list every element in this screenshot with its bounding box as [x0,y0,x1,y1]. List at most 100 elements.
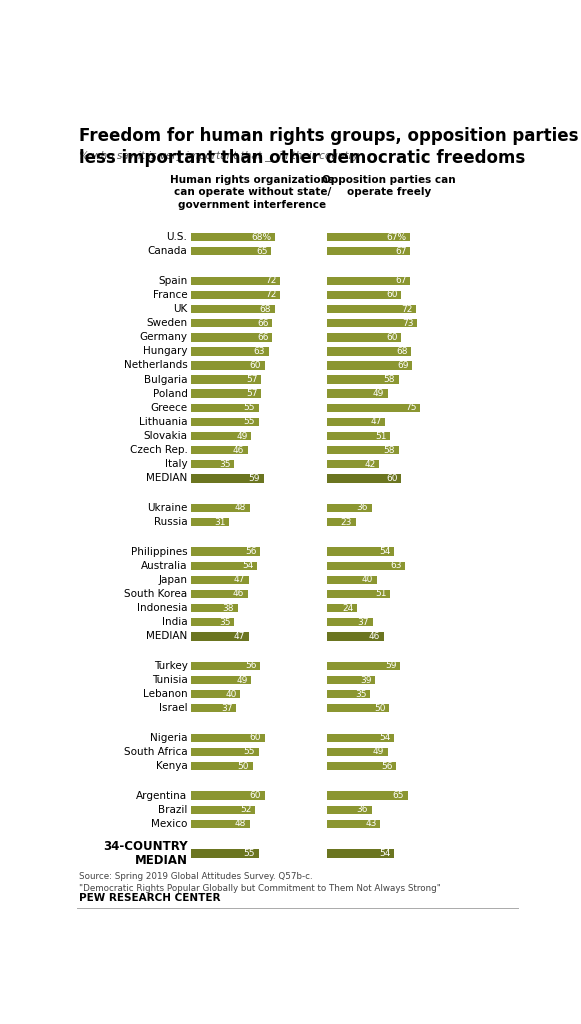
Text: 40: 40 [225,689,236,698]
Bar [191,748,259,756]
Text: Human rights organizations
can operate without state/
government interference: Human rights organizations can operate w… [170,175,335,210]
Text: 48: 48 [235,504,246,512]
Text: 24: 24 [342,603,353,612]
Text: 54: 54 [379,733,390,742]
Bar [191,705,236,713]
Bar [191,806,255,814]
Text: 55: 55 [243,403,255,413]
Bar [191,849,259,858]
Bar [327,504,372,512]
Text: Hungary: Hungary [143,346,188,356]
Text: 50: 50 [374,703,385,713]
Text: 42: 42 [364,460,375,469]
Bar [327,806,372,814]
Text: Philippines: Philippines [131,547,188,557]
Text: 68: 68 [396,347,408,356]
Bar [191,504,250,512]
Bar [191,276,280,285]
Text: 37: 37 [358,617,370,627]
Text: 73: 73 [402,318,414,328]
Bar [191,617,234,627]
Bar [327,333,401,342]
Text: Netherlands: Netherlands [124,360,188,371]
Text: India: India [162,617,188,628]
Text: Bulgaria: Bulgaria [144,375,188,385]
Bar [191,762,253,770]
Text: Sweden: Sweden [146,318,188,328]
Bar [191,733,265,742]
Text: PEW RESEARCH CENTER: PEW RESEARCH CENTER [80,893,221,903]
Bar [327,748,388,756]
Text: Argentina: Argentina [137,791,188,801]
Text: Ukraine: Ukraine [147,503,188,513]
Text: 72: 72 [401,304,413,313]
Text: 60: 60 [386,333,398,342]
Bar [327,445,399,455]
Bar [327,819,381,828]
Bar [191,575,249,584]
Text: Canada: Canada [148,246,188,256]
Text: 47: 47 [234,575,245,585]
Text: 51: 51 [375,431,386,440]
Text: 55: 55 [243,748,255,757]
Bar [327,590,390,598]
Text: 60: 60 [250,792,261,800]
Text: 59: 59 [385,662,396,671]
Text: 67: 67 [395,276,406,286]
Text: 57: 57 [246,375,257,384]
Bar [191,548,260,556]
Bar [191,247,271,255]
Text: 51: 51 [375,590,386,598]
Bar [327,361,413,370]
Bar [191,389,261,398]
Text: Tunisia: Tunisia [152,675,188,685]
Bar [191,590,248,598]
Bar [327,474,401,482]
Text: 35: 35 [355,689,367,698]
Text: Indonesia: Indonesia [137,603,188,613]
Text: 49: 49 [236,676,248,684]
Bar [327,247,410,255]
Text: 36: 36 [357,504,368,512]
Text: 35: 35 [219,460,230,469]
Text: 69: 69 [397,361,409,370]
Text: 47: 47 [234,632,245,641]
Text: Czech Rep.: Czech Rep. [130,445,188,455]
Bar [191,518,229,526]
Bar [191,333,272,342]
Bar [327,389,388,398]
Bar [191,561,257,570]
Text: 54: 54 [379,547,390,556]
Text: Poland: Poland [153,389,188,398]
Text: 38: 38 [223,603,234,612]
Text: Source: Spring 2019 Global Attitudes Survey. Q57b-c.
"Democratic Rights Popular : Source: Spring 2019 Global Attitudes Sur… [80,871,441,893]
Bar [327,617,373,627]
Bar [191,232,275,242]
Text: France: France [153,290,188,300]
Text: South Korea: South Korea [124,589,188,599]
Text: 68%: 68% [251,232,271,242]
Bar [191,460,234,468]
Text: 60: 60 [250,361,261,370]
Bar [327,676,375,684]
Text: 54: 54 [379,849,390,858]
Text: 47: 47 [370,418,382,426]
Text: 65: 65 [392,792,404,800]
Bar [191,376,261,384]
Text: Kenya: Kenya [156,761,188,771]
Text: 58: 58 [383,375,395,384]
Text: 49: 49 [373,748,384,757]
Bar [327,690,370,698]
Text: 66: 66 [257,333,269,342]
Text: 56: 56 [245,547,256,556]
Text: Nigeria: Nigeria [150,733,188,742]
Text: 40: 40 [361,575,373,585]
Bar [327,418,385,426]
Text: Israel: Israel [159,703,188,714]
Text: Brazil: Brazil [158,805,188,815]
Bar [191,305,275,313]
Text: 31: 31 [214,517,225,526]
Bar [327,849,394,858]
Text: 49: 49 [236,431,248,440]
Text: 36: 36 [357,805,368,814]
